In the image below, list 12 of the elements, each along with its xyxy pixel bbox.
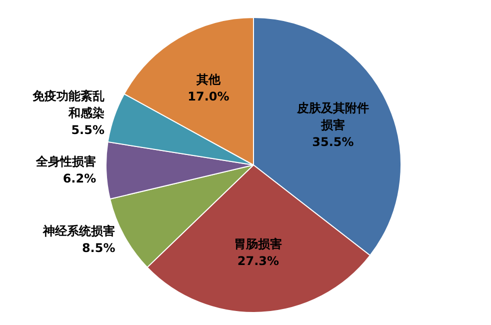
slice-label: 免疫功能紊乱和感染 xyxy=(31,89,104,120)
data-label: 17.0% xyxy=(188,89,230,104)
slice-label: 神经系统损害 xyxy=(42,224,116,238)
data-label: 27.3% xyxy=(237,254,280,268)
data-label: 8.5% xyxy=(82,241,116,256)
data-label: 5.5% xyxy=(71,123,104,138)
slice-label: 皮肤及其附件损害 xyxy=(296,101,369,132)
slice-label: 其他 xyxy=(195,72,222,86)
slice-label: 胃肠损害 xyxy=(234,237,282,251)
slice-label: 全身性损害 xyxy=(35,154,96,169)
data-label: 6.2% xyxy=(62,172,96,186)
data-label: 35.5% xyxy=(312,135,354,150)
